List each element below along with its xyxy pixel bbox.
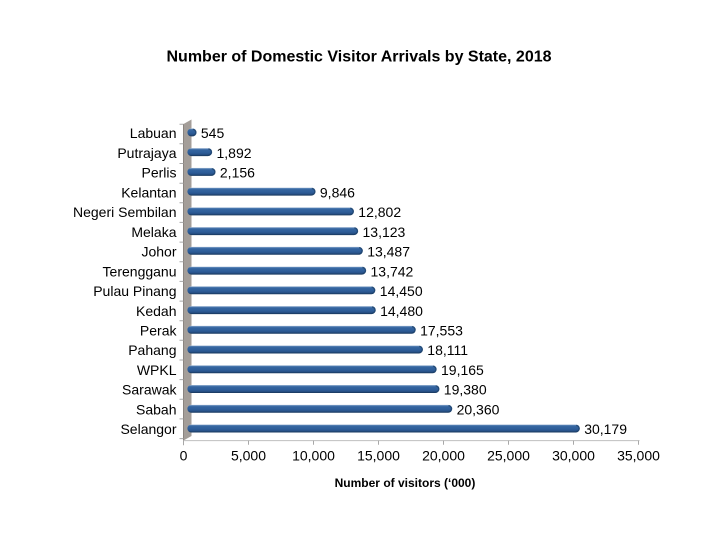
svg-text:15,000: 15,000 (357, 447, 400, 463)
svg-text:2,156: 2,156 (220, 165, 255, 181)
svg-text:17,553: 17,553 (420, 323, 463, 339)
svg-text:Terengganu: Terengganu (103, 263, 177, 279)
svg-text:13,487: 13,487 (367, 244, 410, 260)
svg-text:13,123: 13,123 (363, 224, 406, 240)
svg-text:Pahang: Pahang (128, 342, 176, 358)
svg-text:Putrajaya: Putrajaya (117, 145, 176, 161)
svg-text:Pulau Pinang: Pulau Pinang (93, 283, 176, 299)
svg-text:Johor: Johor (141, 244, 176, 260)
svg-text:Number of Domestic Visitor Arr: Number of Domestic Visitor Arrivals by S… (166, 49, 551, 66)
svg-text:Selangor: Selangor (120, 421, 176, 437)
svg-text:19,165: 19,165 (441, 362, 484, 378)
svg-text:30,179: 30,179 (584, 421, 627, 437)
svg-text:Number of visitors (‘000): Number of visitors (‘000) (335, 476, 476, 490)
svg-text:545: 545 (201, 125, 225, 141)
svg-text:0: 0 (180, 447, 188, 463)
svg-text:19,380: 19,380 (444, 382, 487, 398)
svg-text:12,802: 12,802 (358, 204, 401, 220)
svg-text:Labuan: Labuan (130, 125, 177, 141)
svg-text:1,892: 1,892 (217, 145, 252, 161)
svg-text:18,111: 18,111 (427, 342, 468, 358)
svg-text:5,000: 5,000 (231, 447, 266, 463)
svg-text:9,846: 9,846 (320, 184, 355, 200)
svg-text:Perlis: Perlis (141, 165, 176, 181)
svg-text:Perak: Perak (140, 323, 178, 339)
svg-text:35,000: 35,000 (617, 447, 660, 463)
svg-text:14,450: 14,450 (380, 283, 423, 299)
svg-text:13,742: 13,742 (371, 263, 414, 279)
svg-text:Sabah: Sabah (136, 402, 176, 418)
svg-text:14,480: 14,480 (380, 303, 423, 319)
svg-text:20,360: 20,360 (457, 402, 500, 418)
svg-text:10,000: 10,000 (292, 447, 335, 463)
svg-text:30,000: 30,000 (552, 447, 595, 463)
svg-text:Kedah: Kedah (136, 303, 176, 319)
svg-text:Negeri Sembilan: Negeri Sembilan (73, 204, 177, 220)
svg-text:20,000: 20,000 (422, 447, 465, 463)
svg-text:25,000: 25,000 (487, 447, 530, 463)
svg-text:Melaka: Melaka (131, 224, 176, 240)
svg-text:WPKL: WPKL (137, 362, 177, 378)
svg-text:Kelantan: Kelantan (121, 184, 176, 200)
svg-text:Sarawak: Sarawak (122, 382, 177, 398)
